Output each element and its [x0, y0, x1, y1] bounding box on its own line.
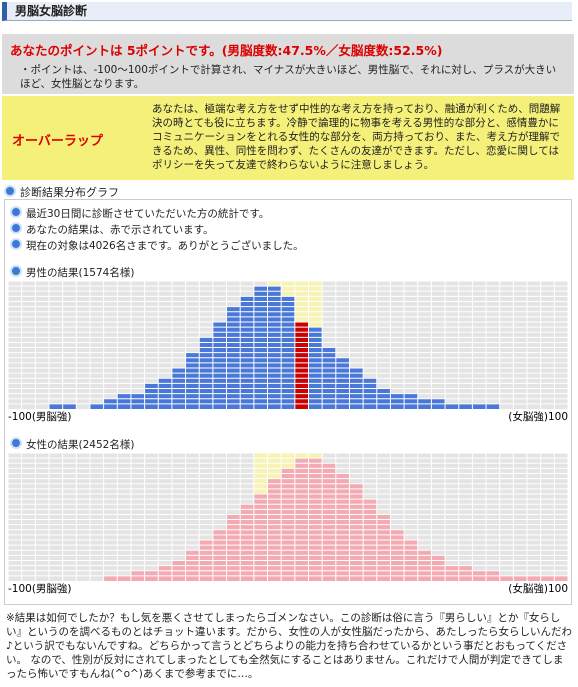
bar: [117, 575, 131, 581]
x-tick-label: (女脳強)100: [508, 410, 568, 423]
bar: [253, 493, 268, 581]
bar: [48, 403, 63, 409]
info-text: あなたの結果は、赤で示されています。: [26, 224, 214, 236]
x-tick-label: -100(男脳強): [8, 582, 72, 595]
info: あなたの結果は、赤で示されています。: [10, 222, 214, 237]
type-label: オーバーラップ: [12, 134, 103, 149]
chart-title: 女性の結果(2452名様): [26, 439, 135, 451]
bar: [185, 352, 200, 409]
bar: [62, 403, 77, 409]
x-tick-label: (女脳強)100: [508, 582, 568, 595]
footer-text: ※結果は如何でしたか？もし気を悪くさせてしまったらゴメンなさい。この診断は俗に言…: [6, 612, 572, 680]
type-description: あなたは、極端な考え方をせず中性的な考え方を持っており、融通が利くため、問題解決…: [152, 103, 561, 171]
chart-heading: 女性の結果(2452名様): [10, 437, 134, 452]
bar: [89, 403, 104, 409]
bar: [212, 321, 227, 409]
info-text: 最近30日間に診断させていただいた方の統計です。: [26, 208, 270, 220]
bar: [322, 463, 336, 581]
bar: [431, 555, 446, 581]
bar: [499, 575, 514, 581]
bar: [554, 575, 568, 581]
bar: [540, 575, 555, 581]
bar: [349, 483, 364, 581]
bar: [486, 403, 500, 409]
bar: [103, 575, 118, 581]
bar: [117, 393, 131, 409]
bar: [144, 383, 159, 409]
bar: [158, 565, 172, 581]
chart: -100(男脳強) (女脳強)100: [8, 453, 569, 595]
result-note: ・ポイントは、-100〜100ポイントで計算され、マイナスが大きいほど、男性脳で…: [20, 64, 557, 90]
graph-heading: 診断結果分布グラフ: [4, 184, 119, 200]
result-title: あなたのポイントは 5ポイントです。(男脳度数:47.5%／女脳度数:52.5%…: [10, 43, 443, 58]
bar: [445, 403, 459, 409]
bar: [130, 393, 145, 409]
bar: [390, 393, 405, 409]
bar: [226, 514, 241, 581]
bar: [335, 473, 350, 581]
info: 最近30日間に診断させていただいた方の統計です。: [10, 206, 269, 221]
bar: [458, 403, 473, 409]
bar: [445, 565, 459, 581]
bar: [404, 393, 418, 409]
bar: [472, 403, 487, 409]
bar: [376, 514, 391, 581]
chart-title: 男性の結果(1574名様): [26, 267, 135, 279]
chart-heading: 男性の結果(1574名様): [10, 265, 134, 280]
header-title: 男脳女脳診断: [2, 2, 572, 21]
type-box: オーバーラップ あなたは、極端な考え方をせず中性的な考え方を持っており、融通が利…: [2, 96, 574, 180]
chart: -100(男脳強) (女脳強)100: [8, 281, 569, 423]
bar: [513, 575, 528, 581]
info: 現在の対象は4026名さまです。ありがとうございました。: [10, 238, 304, 253]
bar: [240, 504, 254, 581]
info-text: 現在の対象は4026名さまです。ありがとうございました。: [26, 240, 304, 252]
graph-box: [4, 199, 572, 605]
graph-title: 診断結果分布グラフ: [20, 186, 119, 199]
bar: [527, 575, 541, 581]
x-tick-label: -100(男脳強): [8, 410, 72, 423]
highlight-bar: [294, 321, 309, 409]
result-box: あなたのポイントは 5ポイントです。(男脳度数:47.5%／女脳度数:52.5%…: [2, 34, 574, 94]
bar: [458, 565, 473, 581]
